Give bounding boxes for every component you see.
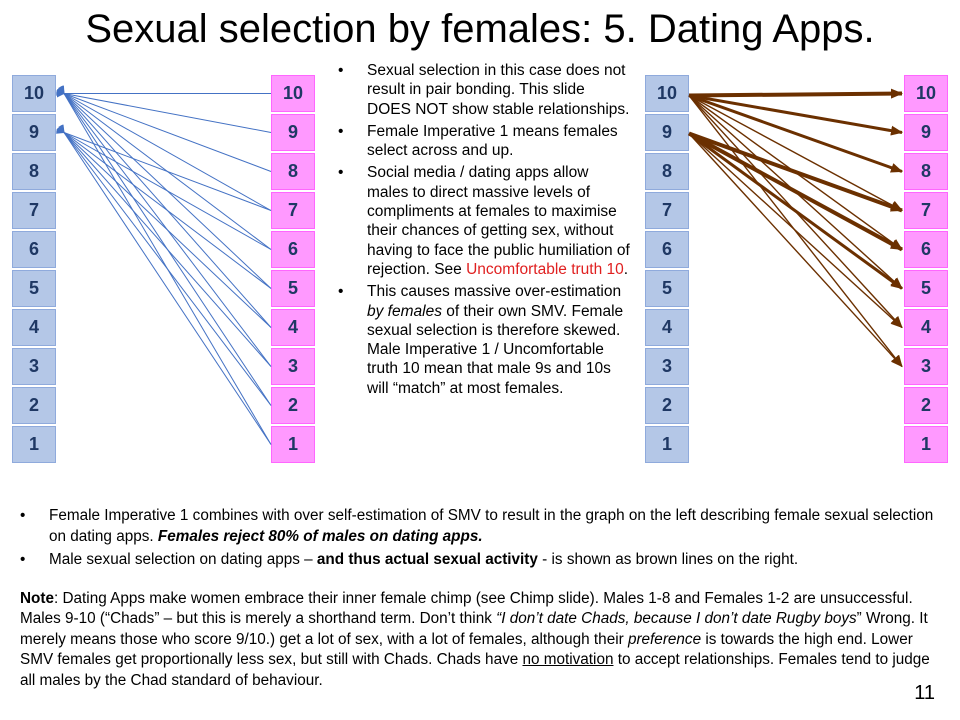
right-pink-cell-7: 7 xyxy=(904,192,948,229)
male-selection-line-10-to-4 xyxy=(688,95,903,329)
male-selection-line-9-to-4 xyxy=(688,132,903,329)
right-blue-cell-3: 3 xyxy=(645,348,689,385)
left-pink-cell-2: 2 xyxy=(271,387,315,424)
male-selection-line-10-to-10 xyxy=(688,88,903,99)
right-pink-cell-8: 8 xyxy=(904,153,948,190)
left-blue-cell-10: 10 xyxy=(12,75,56,112)
right-pink-cell-9: 9 xyxy=(904,114,948,151)
female-selection-line-8-to-10 xyxy=(56,87,272,172)
right-blue-cell-10: 10 xyxy=(645,75,689,112)
left-blue-cell-9: 9 xyxy=(12,114,56,151)
female-selection-line-2-to-10 xyxy=(56,85,272,406)
female-selection-line-2-to-9 xyxy=(56,124,272,406)
female-selection-line-6-to-9 xyxy=(55,125,272,250)
female-selection-line-6-to-10 xyxy=(56,86,272,250)
female-selection-line-1-to-9 xyxy=(56,124,272,445)
right-blue-cell-6: 6 xyxy=(645,231,689,268)
left-pink-cell-10: 10 xyxy=(271,75,315,112)
male-selection-line-9-to-6 xyxy=(688,131,903,252)
left-blue-cell-1: 1 xyxy=(12,426,56,463)
right-pink-scale: 10 9 8 7 6 5 4 3 2 1 xyxy=(904,75,948,465)
left-blue-cell-7: 7 xyxy=(12,192,56,229)
middle-bullet-2: Female Imperative 1 means females select… xyxy=(338,122,630,161)
bottom-text: Female Imperative 1 combines with over s… xyxy=(20,506,945,691)
right-pink-cell-6: 6 xyxy=(904,231,948,268)
middle-text: Sexual selection in this case does not r… xyxy=(338,61,630,401)
right-pink-cell-2: 2 xyxy=(904,387,948,424)
right-blue-cell-1: 1 xyxy=(645,426,689,463)
female-selection-line-7-to-9 xyxy=(56,126,272,211)
right-blue-cell-4: 4 xyxy=(645,309,689,346)
female-selection-line-5-to-9 xyxy=(56,125,272,289)
male-selection-line-10-to-8 xyxy=(688,94,903,173)
middle-bullet-1: Sexual selection in this case does not r… xyxy=(338,61,630,119)
male-selection-line-9-to-7 xyxy=(688,131,903,213)
male-selection-line-10-to-9 xyxy=(688,94,903,136)
right-pink-cell-5: 5 xyxy=(904,270,948,307)
left-pink-scale: 10 9 8 7 6 5 4 3 2 1 xyxy=(271,75,315,465)
left-blue-cell-3: 3 xyxy=(12,348,56,385)
bottom-bullet-2: Male sexual selection on dating apps – a… xyxy=(20,550,945,571)
male-selection-line-10-to-6 xyxy=(688,94,903,251)
right-blue-cell-2: 2 xyxy=(645,387,689,424)
left-blue-cell-5: 5 xyxy=(12,270,56,307)
right-blue-cell-7: 7 xyxy=(645,192,689,229)
right-blue-cell-8: 8 xyxy=(645,153,689,190)
uncomfortable-truth-link[interactable]: Uncomfortable truth 10 xyxy=(466,260,624,278)
middle-bullet-3: Social media / dating apps allow males t… xyxy=(338,163,630,279)
female-selection-line-3-to-10 xyxy=(56,85,272,367)
right-pink-cell-10: 10 xyxy=(904,75,948,112)
left-pink-cell-8: 8 xyxy=(271,153,315,190)
female-selection-line-4-to-9 xyxy=(56,124,272,328)
note-paragraph: Note: Dating Apps make women embrace the… xyxy=(20,589,930,689)
left-blue-cell-6: 6 xyxy=(12,231,56,268)
page-number: 11 xyxy=(914,682,935,704)
male-selection-line-10-to-3 xyxy=(688,95,903,368)
left-blue-cell-4: 4 xyxy=(12,309,56,346)
male-selection-line-10-to-7 xyxy=(688,94,903,212)
bottom-bullet-1: Female Imperative 1 combines with over s… xyxy=(20,506,945,547)
right-blue-cell-5: 5 xyxy=(645,270,689,307)
male-selection-line-10-to-5 xyxy=(688,94,903,290)
male-selection-line-9-to-5 xyxy=(688,132,903,290)
female-selection-line-3-to-9 xyxy=(56,124,272,367)
left-blue-scale: 10 9 8 7 6 5 4 3 2 1 xyxy=(12,75,56,465)
left-pink-cell-4: 4 xyxy=(271,309,315,346)
female-selection-line-5-to-10 xyxy=(56,85,272,289)
slide-title: Sexual selection by females: 5. Dating A… xyxy=(85,7,875,51)
left-blue-cell-2: 2 xyxy=(12,387,56,424)
right-pink-cell-3: 3 xyxy=(904,348,948,385)
male-selection-line-9-to-3 xyxy=(688,133,903,368)
left-pink-cell-9: 9 xyxy=(271,114,315,151)
left-blue-cell-8: 8 xyxy=(12,153,56,190)
left-pink-cell-3: 3 xyxy=(271,348,315,385)
left-pink-cell-7: 7 xyxy=(271,192,315,229)
right-blue-cell-9: 9 xyxy=(645,114,689,151)
right-pink-cell-1: 1 xyxy=(904,426,948,463)
left-pink-cell-1: 1 xyxy=(271,426,315,463)
female-selection-line-4-to-10 xyxy=(56,85,272,328)
female-selection-line-7-to-10 xyxy=(55,86,272,211)
female-selection-line-1-to-10 xyxy=(56,85,272,445)
female-selection-line-9-to-10 xyxy=(56,88,272,133)
right-blue-scale: 10 9 8 7 6 5 4 3 2 1 xyxy=(645,75,689,465)
right-pink-cell-4: 4 xyxy=(904,309,948,346)
middle-bullet-4: This causes massive over-estimation by f… xyxy=(338,282,630,398)
left-pink-cell-6: 6 xyxy=(271,231,315,268)
left-pink-cell-5: 5 xyxy=(271,270,315,307)
